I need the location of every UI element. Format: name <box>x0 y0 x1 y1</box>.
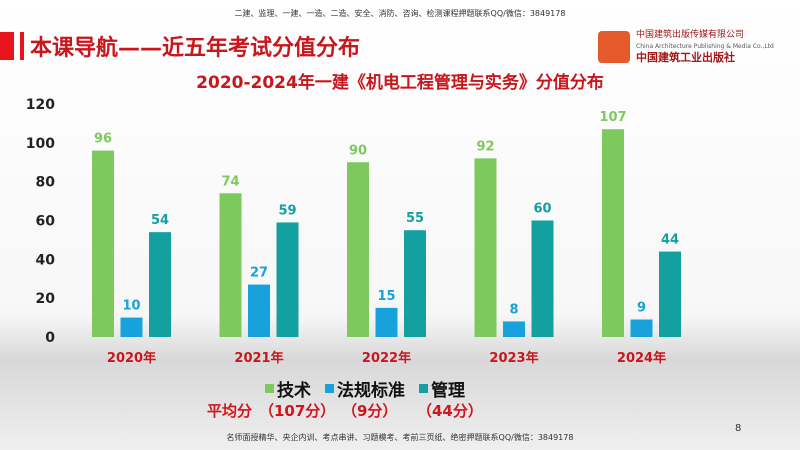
title-accent-bar-thin <box>20 32 24 60</box>
average-value: （44分） <box>417 402 483 420</box>
bar <box>531 220 554 337</box>
legend-label: 法规标准 <box>337 381 405 401</box>
bar <box>219 193 242 337</box>
y-tick-label: 80 <box>36 175 56 191</box>
data-label: 44 <box>661 233 679 248</box>
legend-swatch-1 <box>325 384 334 393</box>
data-label: 9 <box>637 301 646 316</box>
data-label: 8 <box>509 302 518 317</box>
bar <box>276 222 299 337</box>
chart-title: 2020-2024年一建《机电工程管理与实务》分值分布 <box>196 73 604 93</box>
legend-item: 技术 <box>265 376 311 401</box>
x-tick-label: 2023年 <box>489 350 538 366</box>
publisher-logo: 中国建筑出版传媒有限公司 China Architecture Publishi… <box>598 30 774 63</box>
y-tick-label: 0 <box>45 330 55 346</box>
data-label: 96 <box>94 132 112 147</box>
x-tick-label: 2024年 <box>617 350 666 366</box>
data-label: 54 <box>151 213 169 228</box>
data-label: 107 <box>599 110 626 125</box>
y-tick-label: 100 <box>26 136 55 152</box>
data-label: 27 <box>250 266 268 281</box>
bottom-note: 名师面授精华、央企内训、考点串讲、习题模考、考前三页纸、绝密押题联系QQ/微信：… <box>226 433 574 442</box>
bar <box>347 162 369 337</box>
bar <box>92 150 114 337</box>
legend-label: 管理 <box>431 381 465 401</box>
y-tick-label: 120 <box>26 97 55 113</box>
slide-title: 本课导航——近五年考试分值分布 <box>30 36 361 61</box>
legend-swatch-2 <box>419 384 428 393</box>
legend-swatch-0 <box>265 384 274 393</box>
data-label: 60 <box>533 202 551 217</box>
bar <box>120 317 143 337</box>
bar <box>404 230 426 337</box>
y-tick-label: 60 <box>36 214 56 230</box>
bar <box>375 307 398 337</box>
logo-icon <box>598 30 630 63</box>
page-number: 8 <box>735 423 742 434</box>
y-tick-label: 20 <box>36 291 56 307</box>
average-value: （9分） <box>342 402 398 420</box>
bar <box>503 321 525 337</box>
x-tick-label: 2021年 <box>234 350 283 366</box>
legend-item: 管理 <box>419 376 465 401</box>
data-label: 74 <box>221 174 239 189</box>
logo-en: China Architecture Publishing & Media Co… <box>636 43 774 50</box>
data-label: 90 <box>349 143 367 158</box>
title-accent-bar <box>0 32 14 60</box>
average-label: 平均分 <box>207 402 253 420</box>
legend: 技术 法规标准 管理 <box>265 376 465 401</box>
bar <box>248 284 270 337</box>
legend-item: 法规标准 <box>325 376 405 401</box>
bar <box>602 129 624 337</box>
bar <box>659 251 681 337</box>
bar <box>474 158 497 337</box>
data-label: 92 <box>476 139 494 154</box>
average-value: （107分） <box>259 402 336 420</box>
x-tick-label: 2022年 <box>362 350 411 366</box>
top-note: 二建、监理、一建、一造、二造、安全、消防、咨询、检测课程押题联系QQ/微信：38… <box>234 9 566 18</box>
bar <box>630 319 653 337</box>
logo-brand: 中国建筑工业出版社 <box>636 51 735 64</box>
data-label: 55 <box>406 211 424 226</box>
bar <box>149 232 171 337</box>
data-label: 10 <box>122 299 140 314</box>
data-label: 59 <box>278 203 296 218</box>
logo-cn: 中国建筑出版传媒有限公司 <box>636 30 745 40</box>
y-tick-label: 40 <box>36 252 56 268</box>
data-label: 15 <box>377 289 395 304</box>
legend-label: 技术 <box>277 381 311 401</box>
x-tick-label: 2020年 <box>107 350 156 366</box>
